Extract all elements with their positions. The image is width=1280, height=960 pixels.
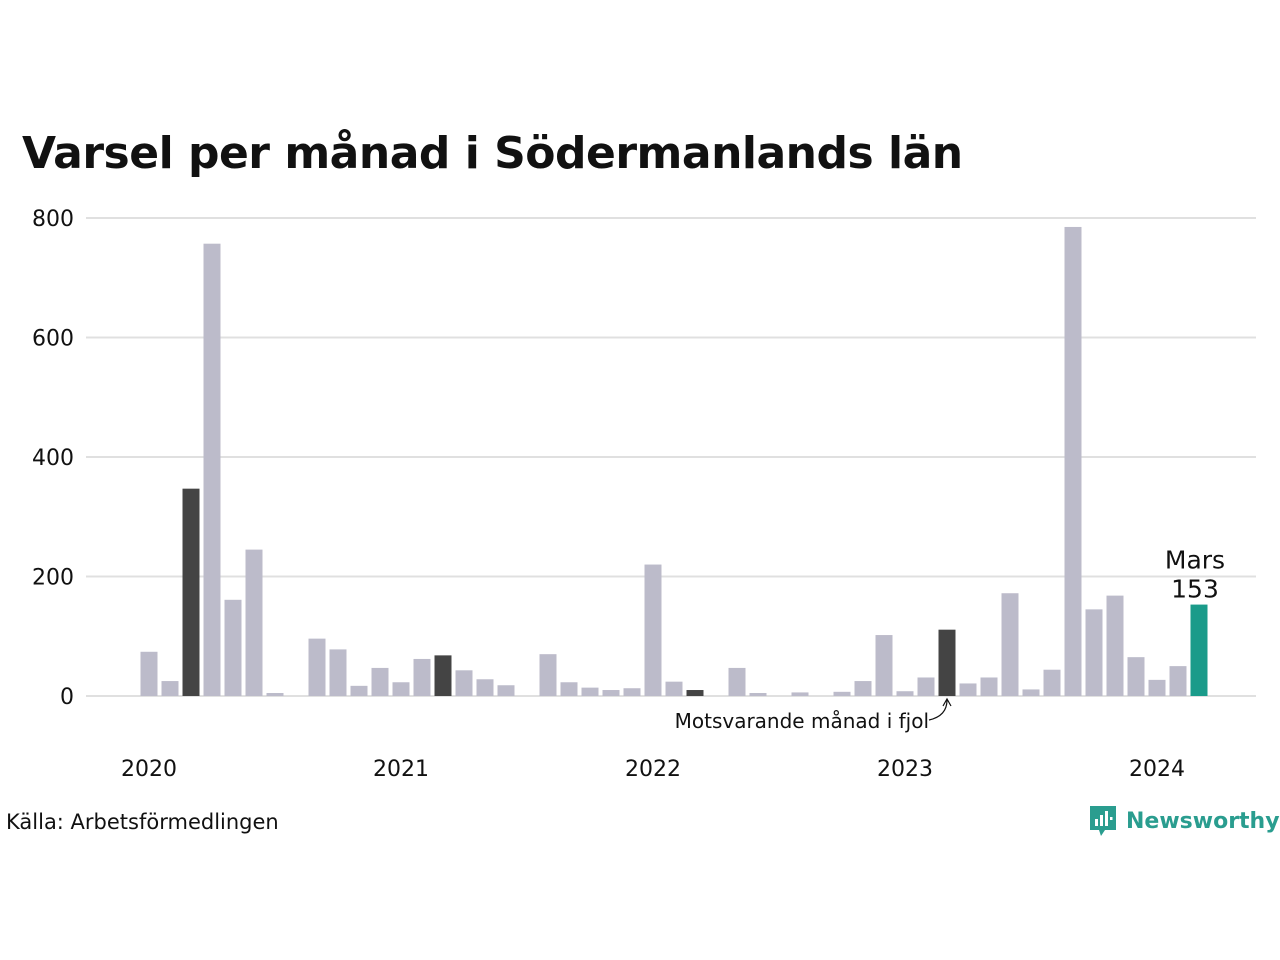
bar-2024-01 bbox=[1148, 679, 1166, 696]
bar-2022-12 bbox=[875, 635, 893, 696]
x-tick-label-2024: 2024 bbox=[1129, 757, 1185, 782]
bar-2023-11 bbox=[1106, 595, 1124, 696]
bars bbox=[140, 226, 1208, 696]
x-axis-year-labels: 2020 2021 2022 2023 2024 bbox=[121, 757, 1185, 782]
bar-2023-05 bbox=[980, 677, 998, 696]
bar-2021-08 bbox=[539, 654, 557, 696]
annotation-arrow-line bbox=[928, 699, 948, 721]
brand-logo: Newsworthy bbox=[1088, 804, 1280, 838]
bar-2023-10 bbox=[1085, 609, 1103, 696]
bar-2022-02 bbox=[665, 681, 683, 696]
bar-2021-02 bbox=[413, 658, 431, 696]
bar-2020-01 bbox=[140, 651, 158, 696]
bar-2023-12 bbox=[1127, 657, 1145, 696]
bar-2020-05 bbox=[224, 599, 242, 696]
bar-2020-07 bbox=[266, 693, 284, 696]
previous-year-annotation: Motsvarande månad i fjol bbox=[675, 709, 929, 733]
annotation-arrow-head bbox=[942, 697, 952, 707]
bar-2024-02 bbox=[1169, 666, 1187, 696]
bar-2021-09 bbox=[560, 682, 578, 696]
bar-2020-11 bbox=[350, 685, 368, 696]
bar-2020-02 bbox=[161, 681, 179, 696]
y-tick-label: 400 bbox=[32, 446, 74, 471]
y-tick-label: 800 bbox=[32, 207, 74, 232]
bar-2021-04 bbox=[455, 670, 473, 696]
bar-2020-03 bbox=[182, 488, 200, 696]
y-axis-ticks: 0 200 400 600 800 bbox=[32, 207, 74, 710]
y-tick-label: 200 bbox=[32, 566, 74, 591]
brand-name: Newsworthy bbox=[1126, 808, 1280, 834]
bar-2022-01 bbox=[644, 564, 662, 696]
bar-2023-01 bbox=[896, 691, 914, 696]
bar-2021-03 bbox=[434, 655, 452, 696]
bar-2021-11 bbox=[602, 690, 620, 696]
bar-2023-04 bbox=[959, 683, 977, 696]
bar-2021-05 bbox=[476, 679, 494, 696]
bar-2021-06 bbox=[497, 685, 515, 696]
bar-2020-06 bbox=[245, 549, 263, 696]
bar-2022-03 bbox=[686, 690, 704, 696]
bar-2020-10 bbox=[329, 649, 347, 696]
bar-2023-06 bbox=[1001, 593, 1019, 696]
bar-2021-12 bbox=[623, 688, 641, 696]
y-tick-label: 600 bbox=[32, 327, 74, 352]
bar-2022-06 bbox=[749, 693, 767, 696]
bar-chart: 0 200 400 600 800 2020 2021 2022 2023 2024 Mars1… bbox=[32, 207, 1256, 782]
y-tick-label: 0 bbox=[60, 685, 74, 710]
bar-2022-11 bbox=[854, 681, 872, 696]
bar-2024-03 bbox=[1190, 604, 1208, 696]
current-month-label: Mars bbox=[1165, 546, 1225, 575]
bar-2021-10 bbox=[581, 687, 599, 696]
bar-2022-05 bbox=[728, 667, 746, 696]
source-text: Källa: Arbetsförmedlingen bbox=[6, 810, 279, 834]
x-tick-label-2023: 2023 bbox=[877, 757, 933, 782]
bar-2021-01 bbox=[392, 682, 410, 696]
bar-2020-04 bbox=[203, 243, 221, 696]
current-value-label: 153 bbox=[1171, 575, 1219, 604]
bar-2020-09 bbox=[308, 638, 326, 696]
bar-2023-03 bbox=[938, 629, 956, 696]
x-tick-label-2020: 2020 bbox=[121, 757, 177, 782]
newsworthy-logo-icon bbox=[1090, 806, 1116, 836]
bar-2023-09 bbox=[1064, 226, 1082, 696]
bar-2023-08 bbox=[1043, 669, 1061, 696]
bar-2023-07 bbox=[1022, 689, 1040, 696]
x-tick-label-2022: 2022 bbox=[625, 757, 681, 782]
bar-2020-12 bbox=[371, 667, 389, 696]
bar-2022-10 bbox=[833, 691, 851, 696]
chart-title: Varsel per månad i Södermanlands län bbox=[22, 128, 963, 179]
bar-2023-02 bbox=[917, 677, 935, 696]
bar-2022-08 bbox=[791, 692, 809, 696]
x-tick-label-2021: 2021 bbox=[373, 757, 429, 782]
